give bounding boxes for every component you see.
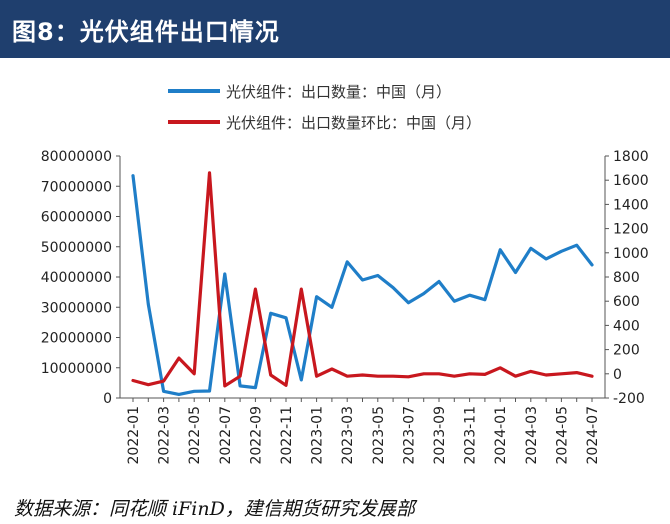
legend-label-export-volume: 光伏组件：出口数量：中国（月） xyxy=(226,83,451,101)
x-tick-label: 2023-11 xyxy=(463,406,479,465)
axes: 0 10000000 20000000 30000000 40000000 5000000… xyxy=(41,149,649,465)
right-tick-label: 1800 xyxy=(613,149,649,165)
right-tick-label: 200 xyxy=(613,343,640,359)
chart-header-bar: 图8：光伏组件出口情况 xyxy=(0,0,670,58)
right-tick-label: 0 xyxy=(613,367,622,383)
left-tick-label: 10000000 xyxy=(41,361,112,377)
x-tick-label: 2023-07 xyxy=(401,406,417,465)
x-tick-label: 2022-03 xyxy=(157,406,173,465)
x-tick-label: 2023-01 xyxy=(310,406,326,465)
left-tick-label: 20000000 xyxy=(41,331,112,347)
x-tick-label: 2024-01 xyxy=(493,406,509,465)
plot-lines xyxy=(131,171,594,396)
right-tick-label: 1200 xyxy=(613,222,649,238)
x-tick-label: 2023-03 xyxy=(340,406,356,465)
chart-area: 光伏组件：出口数量：中国（月） 光伏组件：出口数量环比：中国（月） 010000… xyxy=(41,83,649,465)
source-note: 数据来源：同花顺 iFinD，建信期货研究发展部 xyxy=(14,498,415,520)
x-tick-label: 2022-01 xyxy=(126,406,142,465)
legend-label-mom: 光伏组件：出口数量环比：中国（月） xyxy=(226,114,481,132)
right-tick-label: 800 xyxy=(613,270,640,286)
right-tick-label: -200 xyxy=(613,391,645,407)
page-title: 图8：光伏组件出口情况 xyxy=(12,18,280,46)
x-tick-label: 2023-09 xyxy=(432,406,448,465)
x-tick-label: 2022-05 xyxy=(187,406,203,465)
left-tick-label: 60000000 xyxy=(41,210,112,226)
x-tick-label: 2022-11 xyxy=(279,406,295,465)
x-tick-label: 2023-05 xyxy=(371,406,387,465)
left-tick-label: 70000000 xyxy=(41,179,112,195)
series-line-mom xyxy=(131,171,594,388)
x-tick-label: 2024-03 xyxy=(524,406,540,465)
right-tick-label: 400 xyxy=(613,318,640,334)
left-tick-label: 50000000 xyxy=(41,240,112,256)
left-tick-label: 80000000 xyxy=(41,149,112,165)
x-tick-label: 2024-07 xyxy=(585,406,601,465)
left-tick-label: 0 xyxy=(103,391,112,407)
right-tick-label: 600 xyxy=(613,294,640,310)
left-tick-label: 40000000 xyxy=(41,270,112,286)
x-tick-label: 2024-05 xyxy=(554,406,570,465)
series-line-export-volume xyxy=(131,174,594,396)
right-tick-label: 1000 xyxy=(613,246,649,262)
left-tick-label: 30000000 xyxy=(41,300,112,316)
right-tick-label: 1600 xyxy=(613,173,649,189)
right-tick-label: 1400 xyxy=(613,197,649,213)
x-tick-label: 2022-07 xyxy=(218,406,234,465)
legend: 光伏组件：出口数量：中国（月） 光伏组件：出口数量环比：中国（月） xyxy=(168,83,481,132)
x-tick-label: 2022-09 xyxy=(248,406,264,465)
